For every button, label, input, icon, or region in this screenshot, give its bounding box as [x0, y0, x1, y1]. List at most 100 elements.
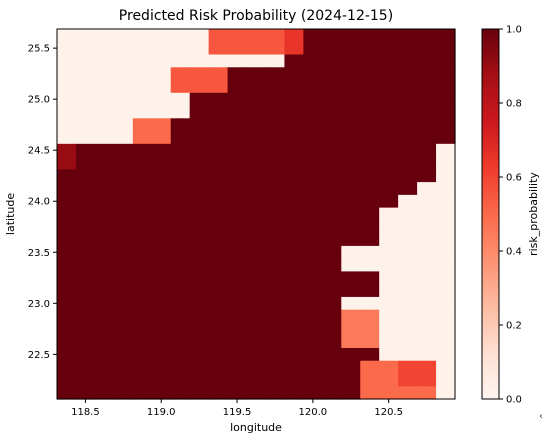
heatmap-cell	[436, 41, 456, 56]
heatmap-cell	[94, 131, 115, 145]
heatmap-cell	[208, 169, 229, 183]
heatmap-cell	[284, 194, 304, 209]
x-tick-label: 118.5	[71, 407, 100, 418]
heatmap-cell	[208, 284, 229, 298]
heatmap-cell	[398, 296, 418, 311]
heatmap-cell	[436, 373, 456, 387]
heatmap-cell	[417, 29, 437, 43]
heatmap-cell	[189, 360, 210, 375]
heatmap-cell	[341, 284, 361, 298]
heatmap-cell	[284, 309, 304, 324]
heatmap-cell	[284, 258, 304, 273]
heatmap-cell	[170, 54, 191, 68]
heatmap-cell	[208, 92, 229, 107]
heatmap-cell	[170, 360, 191, 375]
colorbar-tick-label: 0.6	[506, 173, 522, 184]
heatmap-cell	[246, 194, 267, 209]
heatmap-cell	[57, 322, 77, 336]
heatmap-cell	[417, 131, 437, 145]
heatmap-cell	[265, 131, 286, 145]
heatmap-cell	[341, 373, 361, 387]
heatmap-cell	[75, 29, 96, 43]
heatmap-cell	[303, 296, 323, 311]
heatmap-cell	[398, 29, 418, 43]
heatmap-cell	[113, 335, 134, 349]
heatmap-cell	[398, 373, 418, 387]
colorbar-tick-label: 0.4	[506, 247, 522, 258]
heatmap-cell	[227, 258, 248, 273]
heatmap-cell	[113, 143, 134, 158]
heatmap-cell	[151, 347, 172, 362]
heatmap-cell	[360, 373, 380, 387]
heatmap-cell	[208, 182, 229, 196]
heatmap-cell	[75, 233, 96, 247]
x-tick-label: 120.0	[299, 407, 328, 418]
heatmap-cell	[208, 80, 229, 94]
heatmap-cell	[170, 258, 191, 273]
heatmap-cell	[94, 386, 115, 400]
heatmap-cell	[246, 309, 267, 324]
collapse-chevron-icon[interactable]: ‹	[539, 411, 543, 422]
heatmap-cell	[322, 233, 342, 247]
heatmap-cell	[436, 296, 456, 311]
heatmap-cell	[246, 360, 267, 375]
heatmap-cell	[284, 41, 304, 56]
heatmap-cell	[170, 169, 191, 183]
heatmap-cell	[322, 67, 342, 81]
heatmap-cell	[132, 360, 153, 375]
heatmap-cell	[208, 386, 229, 400]
heatmap-cell	[57, 29, 77, 43]
heatmap-cell	[57, 143, 77, 158]
heatmap-cell	[94, 92, 115, 107]
heatmap-cell	[170, 271, 191, 285]
heatmap-cell	[265, 169, 286, 183]
heatmap-cell	[303, 220, 323, 234]
heatmap-cell	[436, 105, 456, 119]
heatmap-cell	[75, 182, 96, 196]
heatmap-cell	[341, 386, 361, 400]
chart-title: Predicted Risk Probability (2024-12-15)	[119, 8, 393, 24]
heatmap-cell	[246, 92, 267, 107]
heatmap-cell	[341, 182, 361, 196]
heatmap-cell	[417, 143, 437, 158]
heatmap-cell	[417, 271, 437, 285]
heatmap-cell	[208, 194, 229, 209]
heatmap-cell	[227, 373, 248, 387]
heatmap-cell	[189, 118, 210, 132]
y-tick-label: 24.5	[28, 146, 50, 157]
y-tick-label: 22.5	[28, 350, 50, 361]
heatmap-cell	[170, 92, 191, 107]
heatmap-cell	[75, 80, 96, 94]
heatmap-cell	[151, 271, 172, 285]
heatmap-cell	[75, 118, 96, 132]
heatmap-cell	[208, 67, 229, 81]
heatmap-cell	[341, 271, 361, 285]
heatmap-cell	[170, 284, 191, 298]
heatmap-cell	[360, 347, 380, 362]
heatmap-cell	[303, 105, 323, 119]
heatmap-cell	[113, 92, 134, 107]
heatmap-cell	[398, 207, 418, 221]
heatmap-cell	[94, 80, 115, 94]
heatmap-cell	[284, 245, 304, 260]
heatmap-cell	[132, 54, 153, 68]
heatmap-cell	[189, 296, 210, 311]
heatmap-cell	[170, 309, 191, 324]
heatmap-cell	[170, 245, 191, 260]
heatmap-cell	[417, 347, 437, 362]
heatmap-cell	[151, 105, 172, 119]
heatmap-cell	[436, 29, 456, 43]
heatmap-cell	[189, 258, 210, 273]
heatmap-cell	[246, 245, 267, 260]
heatmap-cell	[113, 271, 134, 285]
heatmap-cell	[208, 309, 229, 324]
heatmap-cell	[417, 220, 437, 234]
heatmap-cell	[360, 335, 380, 349]
heatmap-cell	[132, 80, 153, 94]
x-tick-label: 120.5	[374, 407, 403, 418]
heatmap-cell	[208, 54, 229, 68]
heatmap-cell	[151, 245, 172, 260]
heatmap-cell	[170, 182, 191, 196]
heatmap-cell	[113, 373, 134, 387]
heatmap-cell	[379, 169, 399, 183]
